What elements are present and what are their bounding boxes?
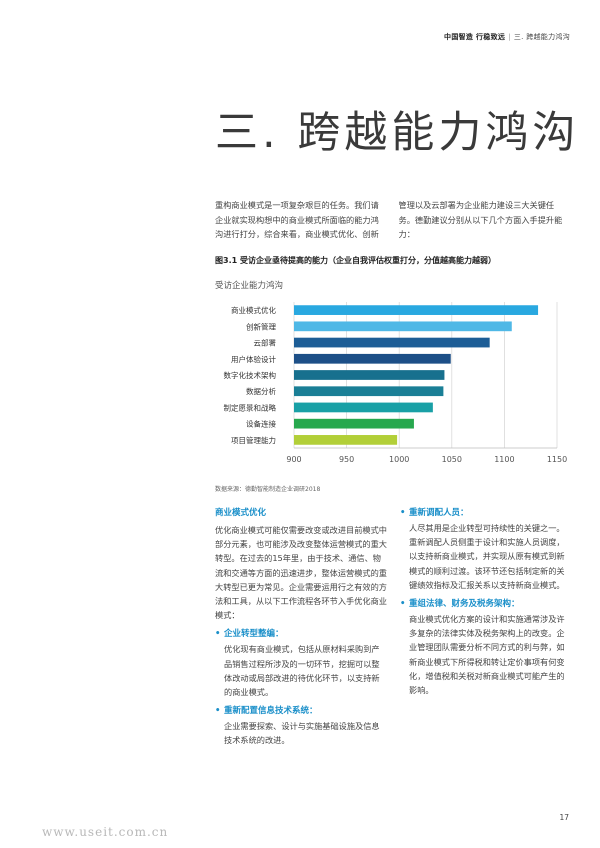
chart-subtitle: 受访企业能力鸿沟 — [215, 281, 284, 291]
section-body-business-model: 优化商业模式可能仅需要改变或改进目前模式中部分元素，也可能涉及改变整体运营模式的… — [215, 525, 387, 621]
category-label: 云部署 — [254, 338, 277, 348]
left-column: 商业模式优化 优化商业模式可能仅需要改变或改进目前模式中部分元素，也可能涉及改变… — [215, 507, 387, 754]
header-brand: 中国智造 行稳致远 — [444, 33, 506, 41]
bar — [294, 402, 433, 413]
header-separator: | — [508, 33, 511, 41]
bar — [294, 337, 490, 348]
bullet-dot: • — [215, 706, 221, 717]
bullet-heading: • 重新调配人员： — [400, 508, 469, 518]
page-title: 三. 跨越能力鸿沟 — [215, 108, 580, 158]
category-label: 数字化技术架构 — [224, 370, 277, 380]
category-label: 用户体验设计 — [231, 354, 276, 364]
bullet-heading: • 企业转型整编： — [215, 629, 284, 640]
x-tick-label: 900 — [286, 455, 301, 464]
category-label: 设备连接 — [246, 419, 276, 429]
bullet-item: • 重新调配人员： 人尽其用是企业转型可持续性的关键之一。重新调配人员侧重于设计和… — [400, 507, 572, 592]
page-header: 中国智造 行稳致远 | 三. 跨越能力鸿沟 — [444, 32, 570, 42]
x-tick-label: 1150 — [547, 455, 567, 464]
bullet-item: • 重组法律、财务及税务架构： 商业模式优化方案的设计和实施通常涉及许多复杂的法律… — [400, 598, 572, 697]
bullet-dot: • — [400, 599, 406, 610]
bullet-item: • 重新配置信息技术系统： 企业需要探索、设计与实施基础设施及信息技术系统的改进。 — [215, 705, 387, 747]
bullet-body: 优化现有商业模式，包括从原材料采购到产品销售过程所涉及的一切环节，挖掘可以整体改… — [224, 644, 380, 698]
x-tick-label: 1100 — [494, 455, 514, 464]
bar — [294, 305, 539, 315]
bullet-body: 人尽其用是企业转型可持续性的关键之一。重新调配人员侧重于设计和实施人员调度，以支… — [409, 523, 565, 590]
category-label: 数据分析 — [246, 386, 276, 396]
category-label: 创新管理 — [246, 321, 276, 331]
x-tick-label: 1050 — [442, 455, 462, 464]
bar — [294, 386, 444, 397]
bar — [294, 321, 512, 332]
data-source: 数据来源：德勤智能制造企业调研2018 — [215, 486, 321, 493]
bar — [294, 418, 414, 429]
bullet-body: 企业需要探索、设计与实施基础设施及信息技术系统的改进。 — [224, 721, 380, 746]
x-tick-label: 950 — [339, 455, 354, 464]
category-label: 商业模式优化 — [231, 305, 276, 315]
intro-paragraph: 重构商业模式是一项复杂艰巨的任务。我们请企业就实现构想中的商业模式所面临的能力鸿… — [215, 200, 563, 239]
bar — [294, 435, 398, 445]
header-section: 三. 跨越能力鸿沟 — [513, 33, 570, 41]
bar-chart: 900 950 1000 1050 1100 1150 商业模式优化创新管理云部署用户体验设… — [224, 302, 567, 464]
watermark: www.useit.com.cn — [42, 825, 169, 839]
bar — [294, 353, 451, 364]
bullet-item: • 企业转型整编： 优化现有商业模式，包括从原材料采购到产品销售过程所涉及的一切环… — [215, 628, 387, 699]
section-heading-business-model: 商业模式优化 — [215, 508, 267, 518]
bullet-dot: • — [400, 508, 406, 518]
bullet-dot: • — [215, 629, 221, 640]
page-number: 17 — [559, 813, 569, 822]
x-tick-label: 1000 — [389, 455, 409, 464]
figure-title: 图3.1 受访企业亟待提高的能力（企业自我评估权重打分，分值越高能力越弱） — [215, 256, 496, 265]
category-label: 项目管理能力 — [231, 435, 276, 445]
category-label: 制定愿景和战略 — [224, 402, 277, 412]
right-column: • 重新调配人员： 人尽其用是企业转型可持续性的关键之一。重新调配人员侧重于设计和… — [400, 507, 572, 703]
bullet-heading: • 重组法律、财务及税务架构： — [400, 599, 520, 610]
bullet-heading: • 重新配置信息技术系统： — [215, 706, 318, 717]
bullet-body: 商业模式优化方案的设计和实施通常涉及许多复杂的法律实体及税务架构上的改变。企业管… — [409, 614, 565, 696]
bar — [294, 370, 445, 380]
